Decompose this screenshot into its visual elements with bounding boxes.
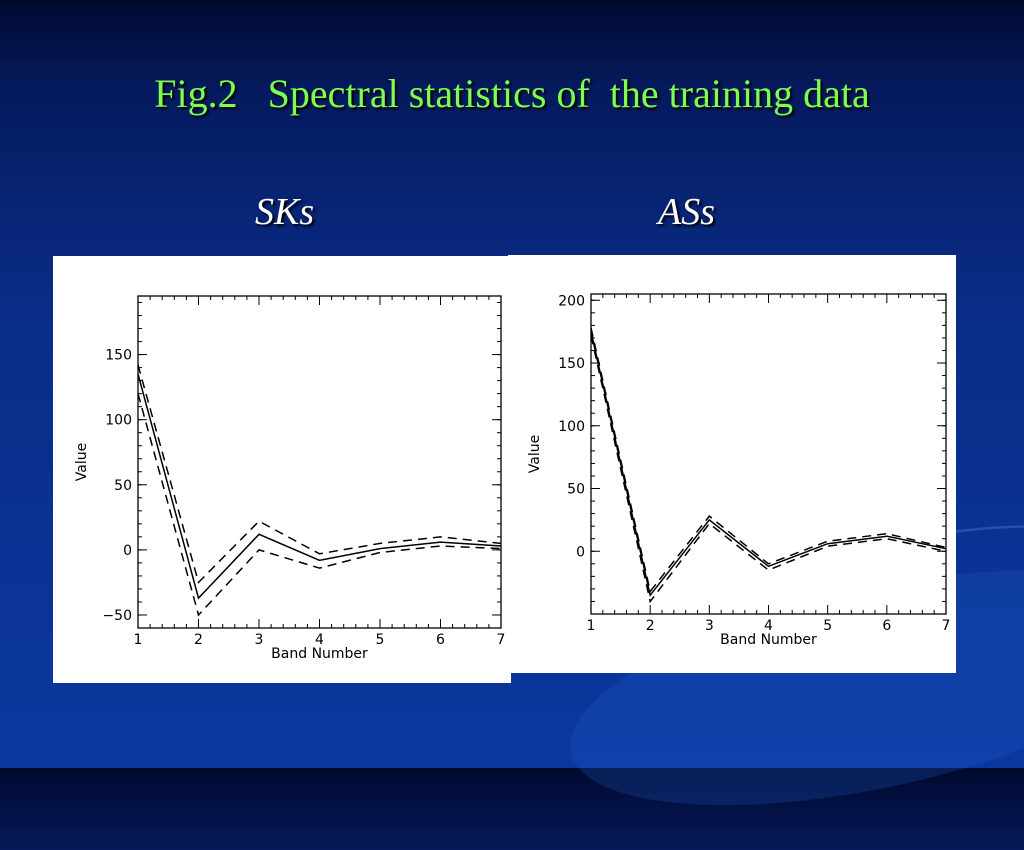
sks-y-axis-label: Value <box>74 443 90 481</box>
ass-y-tick-label: 0 <box>576 544 585 560</box>
ass-chart-panel: 1 2 3 4 5 6 7 0 50 100 150 200 Band Number Value <box>508 255 956 673</box>
sks-y-tick-label: 0 <box>123 543 132 559</box>
sks-x-tick-label: 3 <box>255 632 264 648</box>
ass-x-tick-label: 3 <box>705 618 714 634</box>
ass-x-tick-label: 5 <box>823 618 832 634</box>
sks-series-line-dashed <box>137 393 502 617</box>
sks-x-tick-label: 4 <box>315 632 324 648</box>
ass-y-tick-label: 100 <box>558 419 585 435</box>
ass-y-tick-label: 200 <box>558 293 585 309</box>
slide-title: Fig.2 Spectral statistics of the trainin… <box>154 71 870 116</box>
ass-y-tick-label: 150 <box>558 356 585 372</box>
ass-series-line-dashed <box>590 335 947 604</box>
ass-y-axis-label: Value <box>527 435 543 473</box>
sks-line-chart: 1 2 3 4 5 6 7 −50 0 50 100 150 Band Number Value <box>74 295 506 662</box>
ass-x-axis-label: Band Number <box>720 632 817 648</box>
sks-x-tick-label: 5 <box>376 632 385 648</box>
sks-y-tick-label: −50 <box>102 608 132 624</box>
sks-y-tick-label: 100 <box>105 413 132 429</box>
sks-x-tick-label: 2 <box>194 632 203 648</box>
sks-x-tick-label: 7 <box>497 632 506 648</box>
sks-series-line-solid <box>137 373 502 600</box>
ass-x-tick-label: 7 <box>942 618 951 634</box>
ass-x-tick-label: 4 <box>764 618 773 634</box>
ass-series-line-solid <box>590 331 947 597</box>
ass-x-tick-label: 2 <box>646 618 655 634</box>
ass-x-tick-label: 1 <box>587 618 596 634</box>
ass-y-tick-label: 50 <box>567 482 585 498</box>
ass-line-chart: 1 2 3 4 5 6 7 0 50 100 150 200 Band Number Value <box>527 293 951 648</box>
sks-x-axis-label: Band Number <box>271 646 368 662</box>
sks-y-tick-label: 150 <box>105 348 132 364</box>
sks-series-line-dashed <box>137 364 502 584</box>
right-chart-label: ASs <box>658 191 715 233</box>
ass-x-tick-label: 6 <box>882 618 891 634</box>
ass-series-line-dashed <box>590 327 947 594</box>
sks-y-tick-label: 50 <box>114 478 132 494</box>
left-chart-label: SKs <box>255 191 315 233</box>
sks-chart-panel: 1 2 3 4 5 6 7 −50 0 50 100 150 Band Number Value <box>53 256 511 683</box>
sks-x-tick-label: 1 <box>134 632 143 648</box>
sks-x-tick-label: 6 <box>436 632 445 648</box>
